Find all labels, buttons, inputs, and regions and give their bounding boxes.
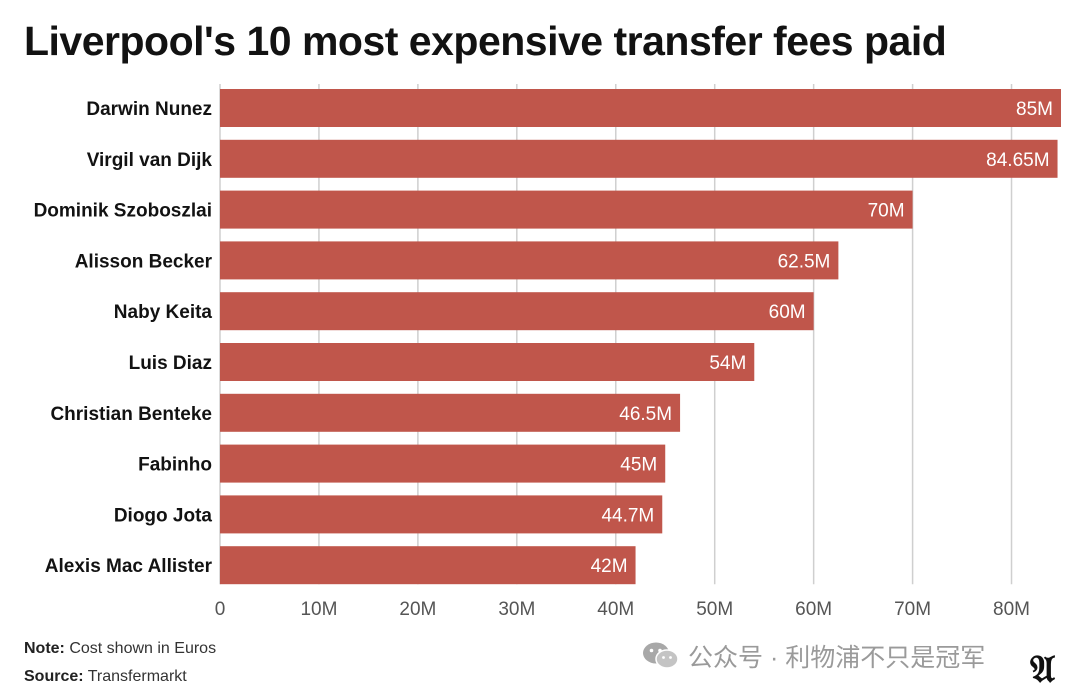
note-text: Cost shown in Euros bbox=[64, 640, 217, 657]
chart-title: Liverpool's 10 most expensive transfer f… bbox=[24, 18, 947, 64]
note: Note: Cost shown in Euros bbox=[24, 640, 216, 658]
x-tick-label: 20M bbox=[399, 599, 436, 620]
watermark-text: 公众号 · 利物浦不只是冠军 bbox=[688, 644, 986, 672]
bar bbox=[220, 89, 1061, 127]
data-label: 45M bbox=[620, 455, 657, 476]
category-label: Christian Benteke bbox=[50, 404, 212, 425]
publisher-logo: 𝔄 bbox=[1030, 649, 1056, 691]
bar bbox=[220, 444, 666, 483]
data-label: 44.7M bbox=[601, 505, 654, 526]
category-label: Alexis Mac Allister bbox=[45, 556, 213, 577]
bar bbox=[220, 393, 681, 432]
note-label: Note: bbox=[24, 640, 65, 657]
source-text: Transfermarkt bbox=[83, 668, 187, 685]
category-label: Diogo Jota bbox=[114, 505, 213, 526]
data-label: 60M bbox=[769, 302, 806, 323]
x-tick-label: 60M bbox=[795, 599, 832, 620]
category-label: Luis Diaz bbox=[129, 353, 212, 374]
bar bbox=[220, 343, 755, 381]
category-label: Naby Keita bbox=[114, 302, 213, 323]
category-label: Darwin Nunez bbox=[86, 99, 212, 120]
source: Source: Transfermarkt bbox=[24, 668, 187, 686]
data-label: 84.65M bbox=[986, 150, 1049, 171]
category-label: Virgil van Dijk bbox=[87, 150, 213, 171]
category-label: Fabinho bbox=[138, 455, 212, 476]
bar bbox=[220, 190, 913, 229]
x-tick-label: 0 bbox=[215, 599, 226, 620]
x-tick-label: 80M bbox=[993, 599, 1030, 620]
bar bbox=[220, 292, 814, 331]
bar bbox=[220, 495, 663, 534]
bar-chart: 0 10M 20M 30M 40M 50M 60M 70M 80M Darwin Nunez 85M… bbox=[34, 84, 1061, 620]
data-label: 42M bbox=[591, 556, 628, 577]
data-label: 62.5M bbox=[778, 251, 831, 272]
bar bbox=[220, 241, 839, 280]
wechat-icon bbox=[643, 642, 679, 669]
category-label: Alisson Becker bbox=[75, 251, 213, 272]
data-label: 46.5M bbox=[619, 404, 672, 425]
data-label: 54M bbox=[709, 353, 746, 374]
source-label: Source: bbox=[24, 668, 84, 685]
x-tick-label: 10M bbox=[300, 599, 337, 620]
bar bbox=[220, 139, 1058, 178]
watermark: 公众号 · 利物浦不只是冠军 bbox=[642, 638, 985, 674]
x-tick-label: 70M bbox=[894, 599, 931, 620]
data-label: 70M bbox=[868, 201, 905, 222]
category-label: Dominik Szoboszlai bbox=[34, 201, 212, 222]
x-tick-label: 50M bbox=[696, 599, 733, 620]
data-label: 85M bbox=[1016, 99, 1053, 120]
bar bbox=[220, 546, 636, 585]
x-tick-label: 40M bbox=[597, 599, 634, 620]
x-tick-label: 30M bbox=[498, 599, 535, 620]
